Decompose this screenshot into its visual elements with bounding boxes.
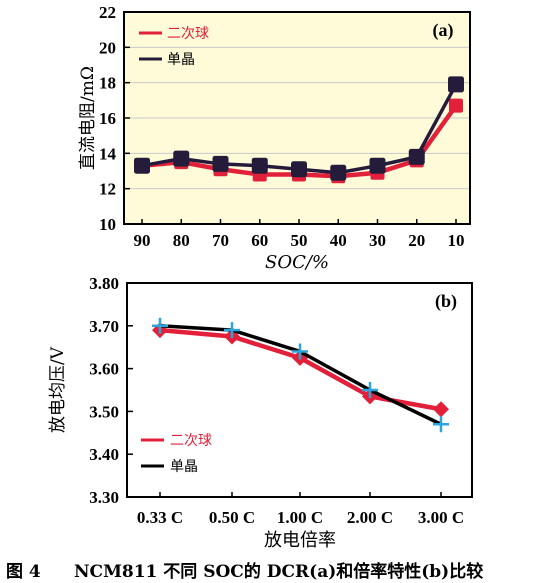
- panel-label-b: (b): [435, 291, 457, 312]
- x-tick-label: 2.00 C: [347, 508, 393, 527]
- legend-label-ercique: 二次球: [170, 433, 212, 449]
- x-tick-label: 0.33 C: [137, 508, 183, 527]
- x-axis-title: 放电倍率: [264, 530, 336, 551]
- figure-caption: 图 4 NCM811 不同 SOC的 DCR(a)和倍率特性(b)比较: [6, 561, 483, 582]
- marker-danjing: [212, 155, 229, 172]
- marker-ercique: [449, 98, 463, 113]
- x-tick-label: 0.50 C: [209, 508, 255, 527]
- y-tick-label: 14: [99, 144, 117, 163]
- y-tick-label: 12: [99, 180, 116, 199]
- panel-b: 3.30 3.40 3.50 3.60 3.70 3.80 0.33 C 0.50 C 1.00…: [48, 274, 473, 551]
- x-tick-label: 10: [448, 231, 465, 250]
- y-axis-title: 直流电阻/mΩ: [78, 66, 98, 170]
- y-tick-label: 3.80: [89, 274, 119, 293]
- y-tick-label: 3.30: [89, 488, 119, 507]
- x-tick-label: 90: [134, 231, 151, 250]
- x-tick-label: 80: [173, 231, 190, 250]
- marker-danjing: [173, 150, 190, 167]
- y-tick-label: 3.50: [89, 402, 119, 421]
- panel-label-a: (a): [433, 20, 454, 41]
- x-tick-label: 70: [212, 231, 229, 250]
- x-tick-label: 40: [330, 231, 347, 250]
- x-axis-title: SOC/%: [265, 252, 329, 273]
- x-tick-label: 20: [408, 231, 425, 250]
- y-tick-label: 3.40: [89, 445, 119, 464]
- marker-danjing: [448, 76, 464, 93]
- y-tick-label: 10: [99, 215, 116, 234]
- marker-danjing: [152, 317, 168, 334]
- y-tick-label: 18: [99, 74, 116, 93]
- legend-label-danjing: 单晶: [170, 459, 198, 475]
- y-tick-label: 3.70: [89, 317, 119, 336]
- y-tick-label: 16: [99, 109, 116, 128]
- legend-label-danjing: 单晶: [167, 52, 195, 68]
- marker-danjing: [362, 382, 378, 398]
- y-tick-label: 3.60: [89, 360, 119, 379]
- marker-danjing: [291, 161, 307, 178]
- marker-danjing: [134, 157, 150, 174]
- marker-danjing: [408, 148, 425, 165]
- x-tick-label: 30: [369, 231, 386, 250]
- caption-label: 图 4: [6, 562, 41, 582]
- y-axis-title: 放电均压/V: [48, 346, 68, 433]
- legend-label-ercique: 二次球: [167, 26, 209, 42]
- marker-danjing: [433, 416, 449, 433]
- x-tick-label: 50: [291, 231, 308, 250]
- x-tick-label: 3.00 C: [418, 508, 464, 527]
- marker-danjing: [292, 343, 308, 360]
- marker-danjing: [369, 157, 386, 174]
- y-tick-label: 22: [99, 3, 116, 22]
- plot-frame: [123, 11, 471, 225]
- x-tick-label: 1.00 C: [277, 508, 323, 527]
- marker-danjing: [224, 322, 240, 339]
- x-tick-label: 60: [251, 231, 268, 250]
- caption-text: NCM811 不同 SOC的 DCR(a)和倍率特性(b)比较: [74, 561, 483, 582]
- y-tick-label: 20: [99, 38, 116, 57]
- marker-danjing: [330, 164, 347, 181]
- marker-ercique: [433, 401, 449, 418]
- marker-danjing: [251, 157, 268, 174]
